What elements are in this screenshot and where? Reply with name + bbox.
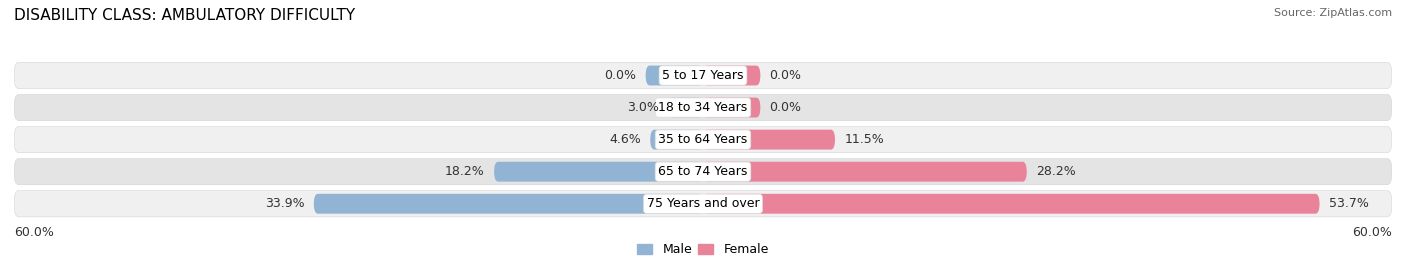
Text: 0.0%: 0.0% [605,69,637,82]
Text: 35 to 64 Years: 35 to 64 Years [658,133,748,146]
Text: 3.0%: 3.0% [627,101,659,114]
Text: 65 to 74 Years: 65 to 74 Years [658,165,748,178]
FancyBboxPatch shape [703,194,1320,214]
FancyBboxPatch shape [645,66,703,85]
Legend: Male, Female: Male, Female [633,238,773,261]
Text: DISABILITY CLASS: AMBULATORY DIFFICULTY: DISABILITY CLASS: AMBULATORY DIFFICULTY [14,8,356,23]
FancyBboxPatch shape [669,98,703,117]
Text: 60.0%: 60.0% [1353,226,1392,239]
FancyBboxPatch shape [14,159,1392,185]
FancyBboxPatch shape [703,66,761,85]
Text: 75 Years and over: 75 Years and over [647,197,759,210]
Text: 0.0%: 0.0% [769,69,801,82]
FancyBboxPatch shape [703,98,761,117]
Text: 0.0%: 0.0% [769,101,801,114]
Text: 60.0%: 60.0% [14,226,53,239]
FancyBboxPatch shape [14,191,1392,217]
FancyBboxPatch shape [494,162,703,182]
Text: Source: ZipAtlas.com: Source: ZipAtlas.com [1274,8,1392,18]
FancyBboxPatch shape [703,162,1026,182]
Text: 53.7%: 53.7% [1329,197,1368,210]
FancyBboxPatch shape [14,62,1392,89]
Text: 4.6%: 4.6% [609,133,641,146]
FancyBboxPatch shape [14,126,1392,153]
Text: 33.9%: 33.9% [264,197,305,210]
FancyBboxPatch shape [314,194,703,214]
Text: 11.5%: 11.5% [844,133,884,146]
Text: 28.2%: 28.2% [1036,165,1076,178]
FancyBboxPatch shape [650,130,703,150]
FancyBboxPatch shape [14,94,1392,121]
Text: 18 to 34 Years: 18 to 34 Years [658,101,748,114]
Text: 18.2%: 18.2% [446,165,485,178]
Text: 5 to 17 Years: 5 to 17 Years [662,69,744,82]
FancyBboxPatch shape [703,130,835,150]
